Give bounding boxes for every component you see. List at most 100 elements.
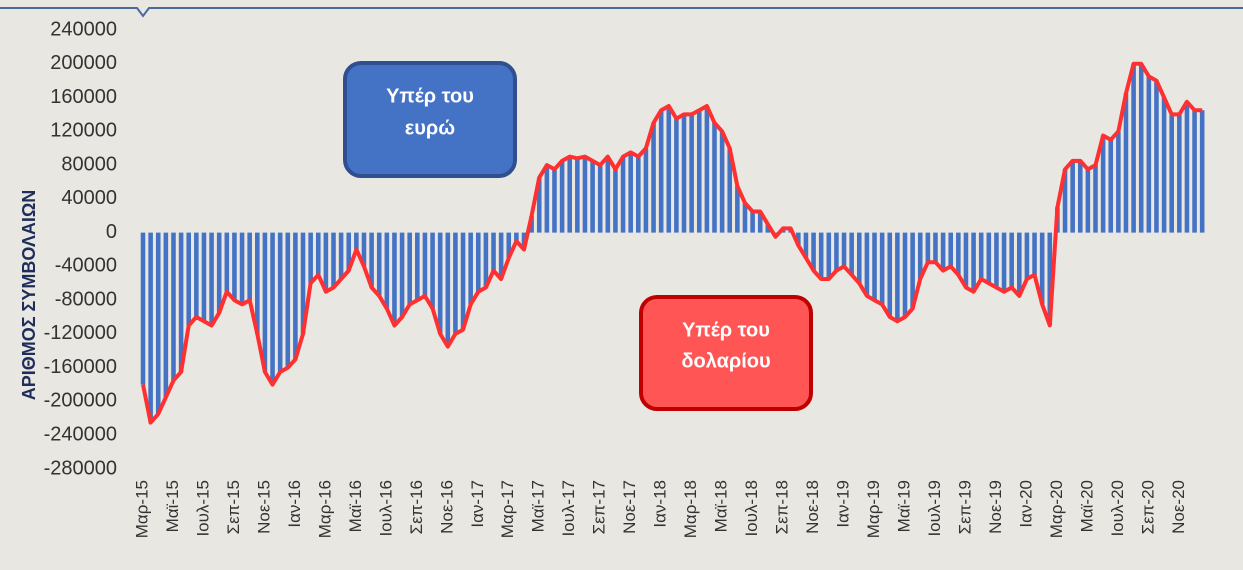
bar	[1192, 110, 1197, 233]
bar	[567, 156, 573, 233]
y-tick-label: 120000	[50, 120, 117, 142]
x-tick-label: Νοε-18	[803, 480, 822, 534]
x-tick-label: Σεπ-17	[590, 480, 609, 534]
bar	[1024, 232, 1030, 280]
bar	[536, 177, 542, 233]
bar	[1062, 169, 1068, 233]
annotation: Υπέρ του	[386, 85, 474, 107]
bar	[308, 232, 313, 284]
bar	[255, 232, 260, 334]
bar	[300, 232, 306, 334]
x-tick-label: Μαϊ-18	[712, 480, 731, 532]
x-tick-label: Νοε-15	[254, 480, 273, 534]
bar	[1017, 232, 1022, 296]
bar	[445, 232, 451, 347]
bar	[948, 232, 954, 267]
y-tick-label: -200000	[44, 390, 117, 412]
bar	[498, 232, 504, 280]
x-tick-label: Μαϊ-20	[1077, 480, 1096, 532]
bar	[575, 158, 580, 233]
bar	[1116, 131, 1121, 233]
bar	[597, 165, 603, 233]
bar	[1093, 165, 1098, 233]
bar	[1138, 63, 1144, 233]
x-tick-label: Ιουλ-17	[559, 480, 578, 537]
bar	[346, 232, 352, 271]
bar	[376, 232, 382, 296]
bar	[1123, 93, 1129, 233]
bar	[849, 232, 854, 275]
bar	[978, 232, 984, 280]
bar	[620, 156, 626, 233]
x-tick-label: Μαϊ-17	[529, 480, 548, 532]
bar	[1077, 160, 1083, 233]
bar	[384, 232, 390, 309]
x-tick-label: Νοε-20	[1169, 480, 1188, 534]
top-rule	[0, 7, 1243, 18]
x-tick-label: Ιουλ-16	[376, 480, 395, 537]
bar	[437, 232, 443, 334]
bar	[956, 232, 961, 275]
bar	[765, 224, 771, 233]
bar	[559, 160, 565, 233]
bar	[232, 232, 237, 301]
bar	[453, 232, 458, 334]
x-tick-label: Ιαν-19	[834, 480, 853, 528]
bar	[475, 232, 481, 292]
x-tick-label: Ιαν-18	[651, 480, 670, 528]
x-tick-label: Ιαν-17	[468, 480, 487, 528]
bar	[872, 232, 877, 301]
annotation: ευρώ	[405, 117, 456, 139]
bar	[483, 232, 489, 288]
x-tick-label: Μαρ-18	[681, 480, 700, 538]
bar	[430, 232, 435, 309]
bar	[338, 232, 344, 280]
bar	[757, 211, 763, 233]
x-tick-label: Σεπ-16	[407, 480, 426, 534]
bar	[963, 232, 969, 288]
x-tick-label: Ιαν-16	[285, 480, 304, 528]
bar	[491, 232, 496, 271]
x-tick-label: Σεπ-18	[773, 480, 792, 534]
bar	[681, 114, 687, 233]
bar	[1070, 160, 1075, 233]
bar	[628, 152, 633, 233]
bar	[1100, 135, 1106, 233]
bar	[1039, 232, 1045, 305]
bar	[407, 232, 412, 305]
bar	[1146, 76, 1152, 233]
bar	[422, 232, 428, 296]
bar	[940, 232, 946, 271]
bar	[636, 156, 641, 233]
y-tick-label: -120000	[44, 322, 117, 344]
bar	[651, 122, 656, 233]
bar	[262, 232, 268, 372]
bar	[590, 160, 595, 233]
y-tick-label: -240000	[44, 424, 117, 446]
bar	[986, 232, 992, 284]
bar	[689, 114, 694, 233]
x-tick-label: Νοε-16	[437, 480, 456, 534]
bar	[971, 232, 976, 292]
bar	[209, 232, 214, 326]
bar	[674, 118, 679, 233]
bar	[856, 232, 862, 284]
bar	[323, 232, 329, 292]
bar	[224, 232, 230, 292]
bar	[1032, 232, 1037, 275]
annotation: Υπέρ του	[682, 319, 770, 341]
x-tick-label: Μαϊ-16	[346, 480, 365, 532]
bar	[163, 232, 169, 398]
outline-line	[141, 61, 1203, 425]
bar	[910, 232, 915, 309]
bar	[1177, 114, 1182, 233]
bar	[1131, 63, 1136, 233]
annotation: δολαρίου	[681, 350, 770, 372]
bar	[643, 148, 649, 233]
bar	[216, 232, 222, 313]
bar	[239, 232, 245, 305]
bar	[369, 232, 374, 288]
bar	[864, 232, 870, 296]
bar	[315, 232, 321, 275]
